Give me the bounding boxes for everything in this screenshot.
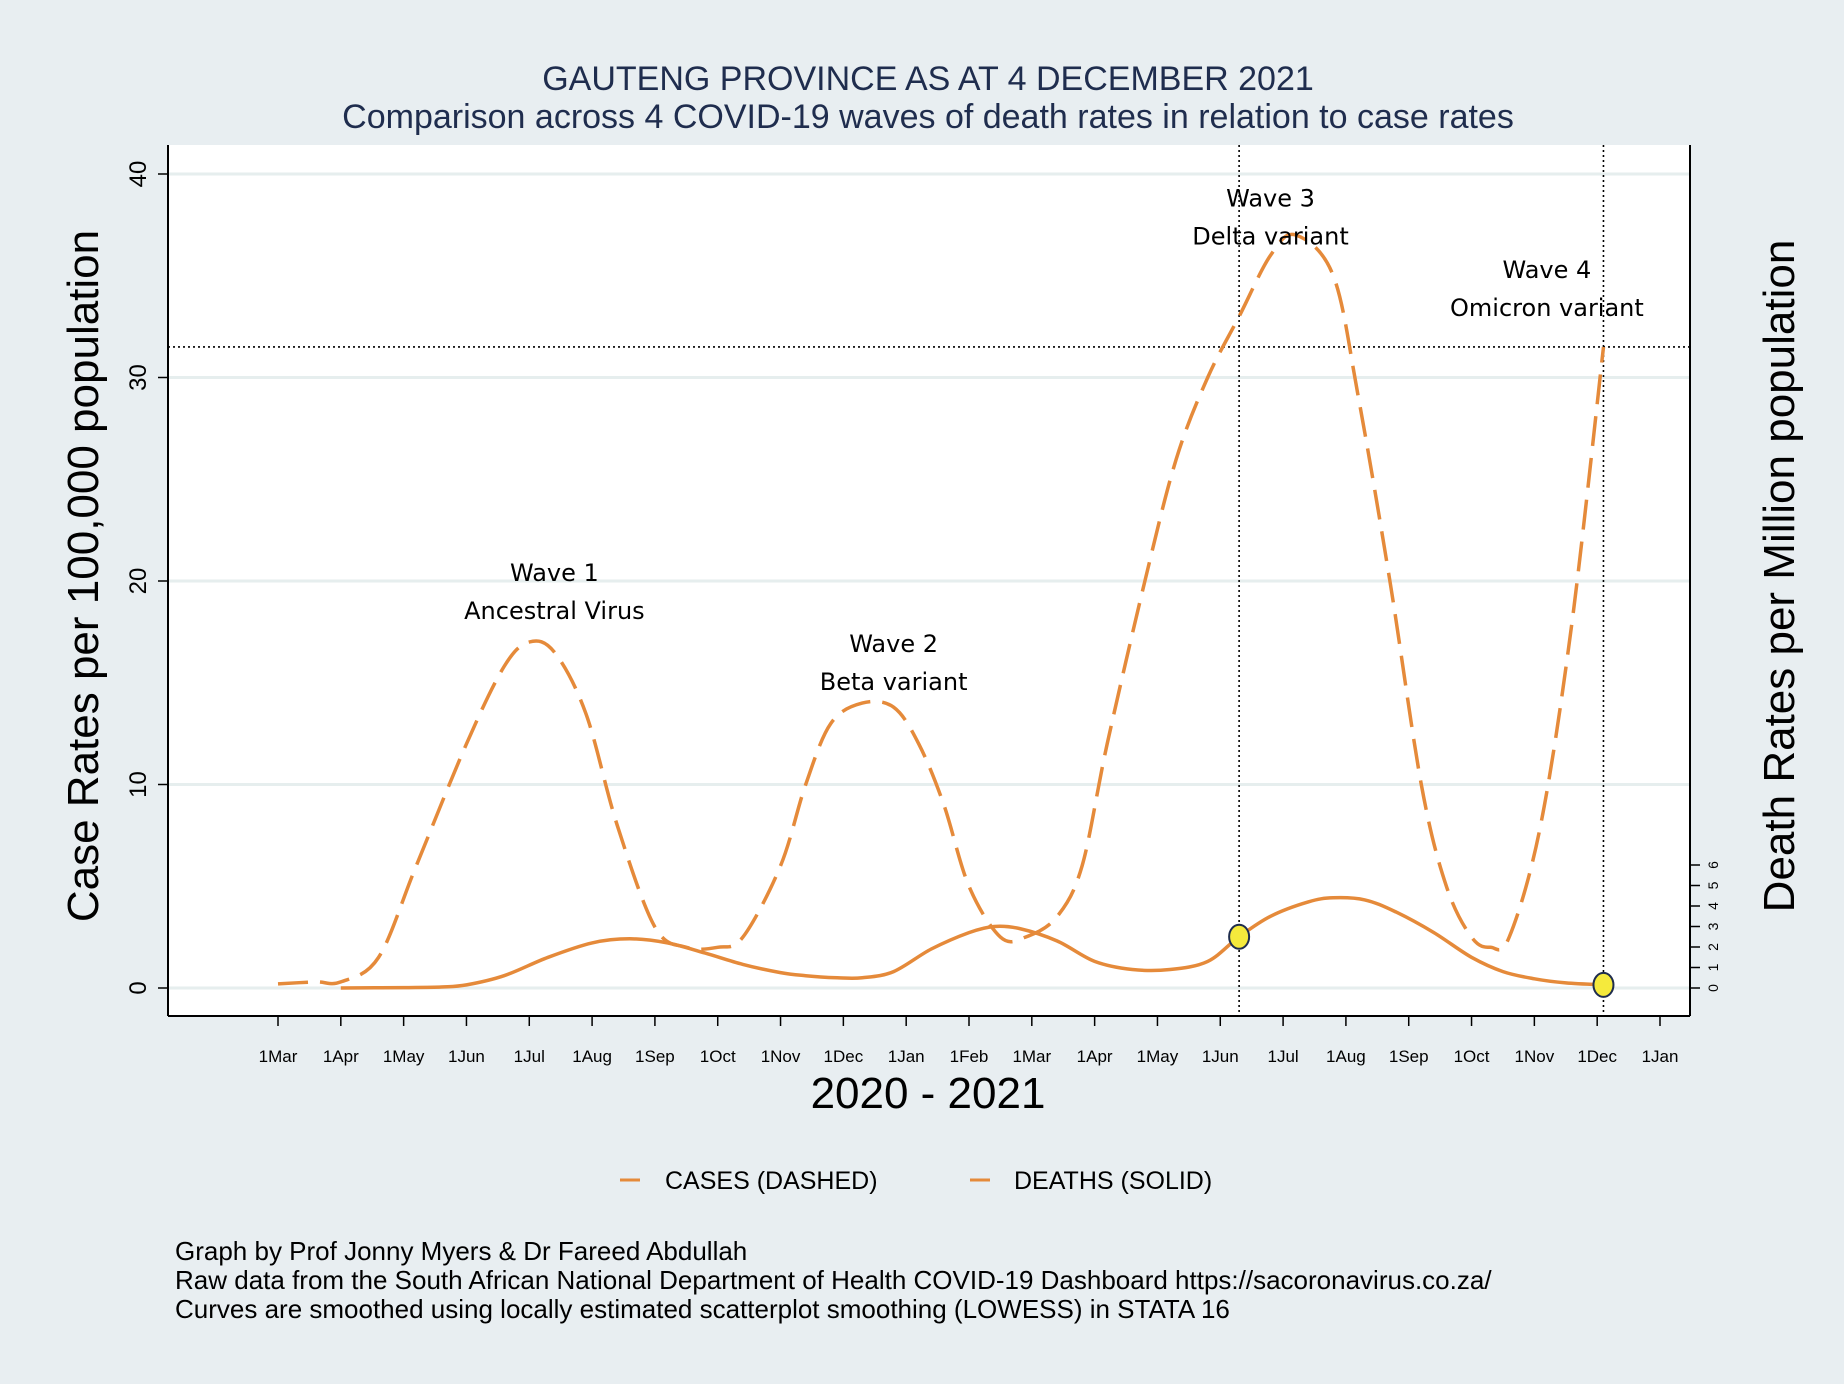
x-tick-label: 1Mar xyxy=(1012,1047,1051,1066)
y-right-tick-label: 2 xyxy=(1705,943,1721,951)
x-tick-label: 1Nov xyxy=(1515,1047,1555,1066)
x-tick-label: 1Feb xyxy=(950,1047,989,1066)
y-left-tick-label: 10 xyxy=(125,771,152,798)
wave-annotation: Wave 1 xyxy=(510,559,599,587)
y-right-tick-label: 4 xyxy=(1705,902,1721,910)
y-axis-left-title: Case Rates per 100,000 population xyxy=(59,230,108,922)
x-tick-label: 1Apr xyxy=(323,1047,359,1066)
x-axis-title: 2020 - 2021 xyxy=(811,1069,1046,1118)
x-tick-label: 1Dec xyxy=(1577,1047,1617,1066)
chart-title: GAUTENG PROVINCE AS AT 4 DECEMBER 2021 xyxy=(542,60,1314,98)
x-tick-label: 1May xyxy=(383,1047,425,1066)
wave-annotation: Wave 4 xyxy=(1503,256,1592,284)
wave-annotation: Wave 3 xyxy=(1226,185,1315,213)
wave-annotation: Wave 2 xyxy=(849,630,938,658)
x-tick-label: 1Oct xyxy=(700,1047,736,1066)
y-left-tick-label: 0 xyxy=(125,981,152,994)
footnote-credit: Graph by Prof Jonny Myers & Dr Fareed Ab… xyxy=(175,1236,747,1266)
y-right-tick-label: 6 xyxy=(1705,861,1721,869)
y-right-tick-label: 1 xyxy=(1705,963,1721,971)
wave-annotation: Omicron variant xyxy=(1450,294,1644,322)
y-axis-left-ticks: 0 10 20 30 40 xyxy=(125,161,168,995)
x-tick-label: 1Jul xyxy=(514,1047,545,1066)
x-tick-label: 1Jun xyxy=(448,1047,485,1066)
footnote-source: Raw data from the South African National… xyxy=(175,1265,1492,1295)
wave-start-marker xyxy=(1228,923,1251,950)
wave-annotation: Beta variant xyxy=(820,668,968,696)
legend-label-deaths: DEATHS (SOLID) xyxy=(1014,1167,1212,1195)
y-right-tick-label: 5 xyxy=(1705,881,1721,889)
x-tick-label: 1Jan xyxy=(888,1047,925,1066)
y-right-tick-label: 3 xyxy=(1705,922,1721,930)
x-tick-label: 1Oct xyxy=(1454,1047,1490,1066)
x-tick-label: 1May xyxy=(1137,1047,1179,1066)
x-tick-label: 1Aug xyxy=(572,1047,612,1066)
x-tick-label: 1Dec xyxy=(824,1047,864,1066)
x-tick-label: 1Sep xyxy=(1389,1047,1429,1066)
wave-start-marker xyxy=(1592,971,1615,998)
x-tick-label: 1Nov xyxy=(761,1047,801,1066)
series-deaths-line xyxy=(340,895,1604,990)
series-cases-line xyxy=(277,232,1606,986)
y-axis-right-ticks: 0 1 2 3 4 5 6 xyxy=(1690,861,1721,992)
wave-annotation: Ancestral Virus xyxy=(464,597,645,625)
wave-annotation: Delta variant xyxy=(1192,223,1348,251)
x-tick-label: 1Jul xyxy=(1267,1047,1298,1066)
x-axis-ticks: 1Mar 1Apr 1May 1Jun 1Jul 1Aug 1Sep 1Oct 1Nov 1Dec… xyxy=(259,1016,1679,1066)
reference-lines xyxy=(168,145,1690,1016)
x-tick-label: 1Jun xyxy=(1202,1047,1239,1066)
markers-layer xyxy=(1228,923,1615,998)
y-left-tick-label: 40 xyxy=(125,161,152,188)
annotations: Wave 1 Ancestral Virus Wave 2 Beta variant W… xyxy=(464,185,1644,697)
x-tick-label: 1Aug xyxy=(1326,1047,1366,1066)
x-tick-label: 1Sep xyxy=(635,1047,675,1066)
chart-subtitle: Comparison across 4 COVID-19 waves of de… xyxy=(342,98,1514,136)
y-left-tick-label: 20 xyxy=(125,568,152,595)
legend-label-cases: CASES (DASHED) xyxy=(665,1167,878,1195)
x-tick-label: 1Jan xyxy=(1642,1047,1679,1066)
y-left-tick-label: 30 xyxy=(125,364,152,391)
y-axis-right-title: Death Rates per Million population xyxy=(1755,240,1804,913)
x-tick-label: 1Apr xyxy=(1077,1047,1113,1066)
y-right-tick-label: 0 xyxy=(1705,984,1721,992)
x-tick-label: 1Mar xyxy=(259,1047,298,1066)
series-layer xyxy=(277,232,1606,990)
footnote-method: Curves are smoothed using locally estima… xyxy=(175,1294,1230,1324)
legend: CASES (DASHED) DEATHS (SOLID) xyxy=(620,1167,1212,1195)
